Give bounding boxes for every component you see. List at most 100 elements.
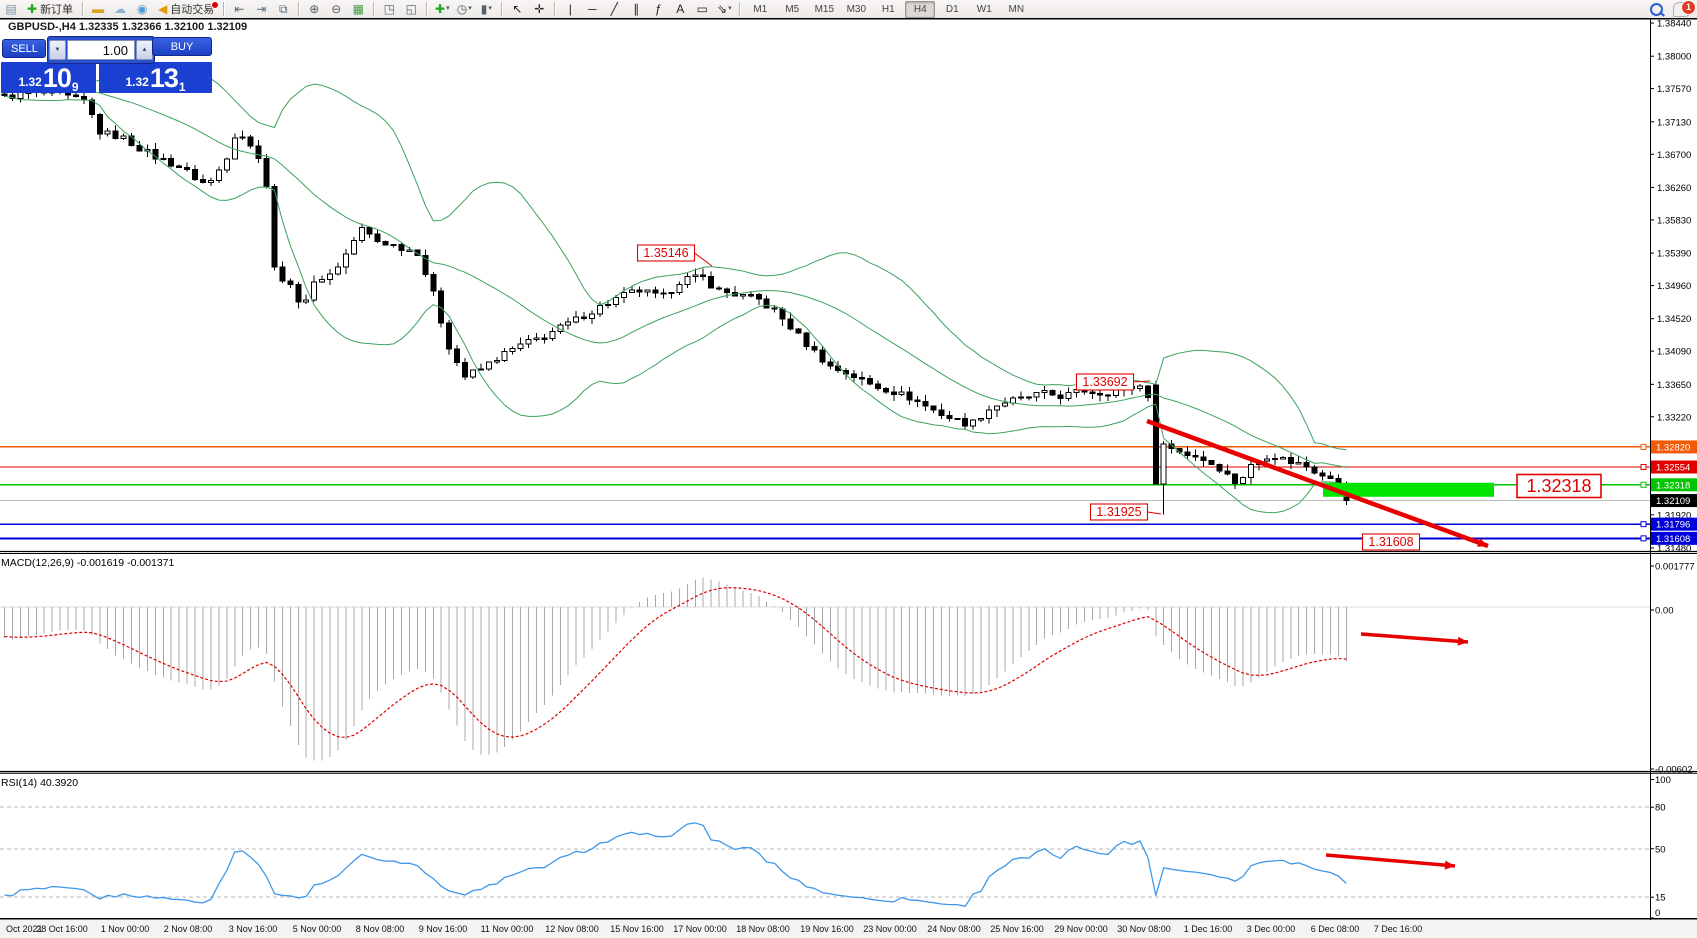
autotrade-button[interactable]: ◀ 自动交易 <box>154 1 220 17</box>
price-chart[interactable]: 1.351461.336921.319251.316081.323181.384… <box>0 18 1697 554</box>
time-axis-label: 17 Nov 00:00 <box>673 924 727 934</box>
zoom-out-icon[interactable]: ⊖ <box>331 2 342 16</box>
fibonacci-icon[interactable]: ƒ <box>654 2 662 16</box>
price-axis[interactable]: 1.38440 1.38000 1.37570 1.37130 1.36700 1.362… <box>1650 19 1697 555</box>
tile-windows-icon[interactable]: ▦ <box>352 2 364 16</box>
cloud-icon[interactable]: ☁ <box>114 2 127 16</box>
time-axis-label: 8 Nov 08:00 <box>355 924 405 934</box>
support-highlight-band <box>1323 482 1494 497</box>
chart-type-button[interactable]: ▮ ▾ <box>480 2 492 16</box>
new-order-icon: ✚ <box>27 2 38 16</box>
svg-text:1.34090: 1.34090 <box>1657 347 1691 358</box>
dropdown-arrow-icon: ▾ <box>446 5 450 12</box>
dropdown-arrow-icon: ▾ <box>488 5 492 12</box>
zoom-in-icon[interactable]: ⊕ <box>309 2 320 16</box>
timeframe-button-h1[interactable]: H1 <box>881 3 895 15</box>
timeframe-button-m5[interactable]: M5 <box>785 3 800 15</box>
svg-text:1.31920: 1.31920 <box>1657 510 1691 521</box>
autotrade-button-label: 自动交易 <box>170 4 215 16</box>
timeframe-button-h4[interactable]: H4 <box>905 0 936 18</box>
toolbar-separator <box>739 2 741 16</box>
time-axis-label: 3 Nov 16:00 <box>228 924 278 934</box>
new-order-button[interactable]: ✚ 新订单 <box>23 1 77 17</box>
svg-text:0: 0 <box>1655 908 1660 919</box>
timeframe-button-d1[interactable]: D1 <box>945 3 959 15</box>
trendline-icon[interactable]: ╱ <box>610 2 618 16</box>
text-icon[interactable]: A <box>676 2 685 16</box>
volume-increase-button[interactable]: ▲ <box>136 40 153 60</box>
svg-text:1.32554: 1.32554 <box>1656 462 1690 473</box>
time-axis-label: 30 Nov 08:00 <box>1117 924 1171 934</box>
chart-shift-icon[interactable]: ⧉ <box>279 2 288 16</box>
broadcast-icon[interactable]: ◉ <box>136 2 148 16</box>
trend-arrow <box>1325 853 1456 870</box>
price-annotation: 1.35146 <box>636 244 713 267</box>
vertical-line-icon[interactable]: | <box>568 2 572 16</box>
bollinger-middle-band <box>4 79 1347 469</box>
svg-text:1.33650: 1.33650 <box>1657 380 1691 391</box>
cursor-icon[interactable]: ↖ <box>512 2 523 16</box>
timeframe-button-w1[interactable]: W1 <box>976 3 992 15</box>
time-axis-label: 23 Nov 00:00 <box>863 924 917 934</box>
scroll-to-end-icon[interactable]: ⇥ <box>256 2 267 16</box>
period-selector-button[interactable]: ◷ ▾ <box>456 2 472 16</box>
add-indicator-button[interactable]: ✚ ▾ <box>435 2 450 16</box>
svg-text:-0.00602: -0.00602 <box>1655 765 1693 775</box>
rsi-line <box>4 822 1347 907</box>
sell-price-pip: 9 <box>71 80 79 94</box>
time-axis-label: 7 Dec 16:00 <box>1373 924 1423 934</box>
svg-text:50: 50 <box>1655 844 1666 855</box>
horizontal-line-icon[interactable]: ─ <box>588 2 597 16</box>
time-axis-label: 5 Nov 00:00 <box>292 924 342 934</box>
svg-text:1.34520: 1.34520 <box>1657 314 1691 325</box>
text-label-icon[interactable]: ▭ <box>696 2 708 16</box>
chart-window-icon[interactable]: ▤ <box>5 2 17 16</box>
arrows-tool-button[interactable]: ⇘ ▾ <box>717 2 732 16</box>
toolbar-separator <box>82 2 84 16</box>
svg-text:1.32318: 1.32318 <box>1526 476 1591 496</box>
time-axis-label: 1 Dec 16:00 <box>1183 924 1233 934</box>
price-annotation: 1.32318 <box>1516 473 1602 499</box>
notification-count-badge: 1 <box>1681 0 1696 15</box>
crosshair-icon[interactable]: ✛ <box>534 2 545 16</box>
gold-icon[interactable]: ▬ <box>92 2 105 16</box>
time-axis[interactable]: Oct 2021 28 Oct 16:00 1 Nov 00:00 2 Nov 08:… <box>0 920 1697 938</box>
equidistant-channel-icon[interactable]: ∥ <box>633 2 640 16</box>
timeframe-button-m30[interactable]: M30 <box>846 3 867 15</box>
svg-text:1.35830: 1.35830 <box>1657 215 1691 226</box>
svg-text:1.35390: 1.35390 <box>1657 249 1691 260</box>
search-icon[interactable] <box>1650 2 1663 16</box>
buy-price-box[interactable]: 1.32 13 1 <box>99 62 212 93</box>
sell-button[interactable]: SELL <box>2 39 46 58</box>
svg-text:80: 80 <box>1655 803 1666 814</box>
time-axis-label: 3 Dec 00:00 <box>1246 924 1296 934</box>
volume-value[interactable]: 1.00 <box>67 40 135 60</box>
timeframe-button-mn[interactable]: MN <box>1008 3 1025 15</box>
svg-text:1.31796: 1.31796 <box>1656 520 1690 531</box>
macd-panel[interactable]: 0.001777 0.00 -0.00602 MACD(12,26,9) -0.001… <box>0 554 1697 774</box>
svg-text:1.31608: 1.31608 <box>1368 535 1413 549</box>
buy-button[interactable]: BUY <box>152 37 212 56</box>
rsi-panel[interactable]: 100 80 50 15 0 RSI(14) 40.3920 <box>0 774 1697 920</box>
notification-icon[interactable]: 1 <box>1673 0 1696 17</box>
svg-text:1.34960: 1.34960 <box>1657 281 1691 292</box>
timeframe-button-m1[interactable]: M1 <box>753 3 768 15</box>
arrange-charts-icon[interactable]: ◳ <box>383 2 395 16</box>
time-axis-label: 1 Nov 00:00 <box>100 924 150 934</box>
sell-price-box[interactable]: 1.32 10 9 <box>1 62 96 93</box>
auto-scroll-icon[interactable]: ⇤ <box>234 2 245 16</box>
time-axis-label: 2 Nov 08:00 <box>163 924 213 934</box>
volume-decrease-button[interactable]: ▼ <box>49 40 66 60</box>
buy-price-main: 13 <box>149 63 179 93</box>
rsi-label: RSI(14) 40.3920 <box>1 777 78 789</box>
time-axis-label: 15 Nov 16:00 <box>610 924 664 934</box>
plot-area <box>0 63 1650 540</box>
cascade-charts-icon[interactable]: ◱ <box>405 2 417 16</box>
macd-label: MACD(12,26,9) -0.001619 -0.001371 <box>1 557 175 569</box>
svg-text:1.33692: 1.33692 <box>1082 375 1127 389</box>
toolbar-separator <box>373 2 375 16</box>
trend-arrow <box>1360 632 1469 646</box>
time-axis-label: 25 Nov 16:00 <box>990 924 1044 934</box>
timeframe-button-m15[interactable]: M15 <box>814 3 835 15</box>
